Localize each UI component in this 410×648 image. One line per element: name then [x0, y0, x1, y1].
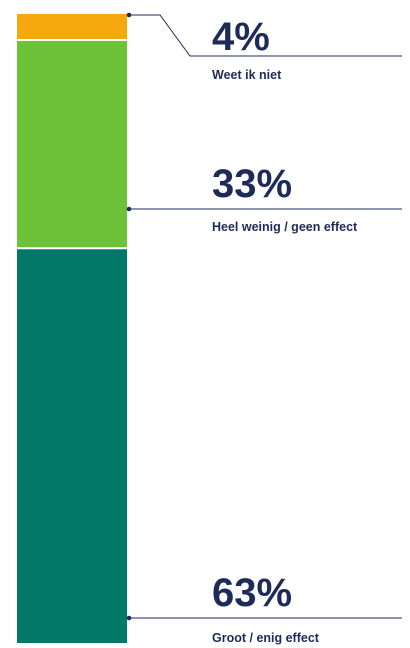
data-label-1: 4% — [212, 15, 270, 59]
leader-line-1 — [129, 14, 402, 57]
leader-dot-1 — [126, 12, 132, 18]
bar-segment-2 — [17, 41, 127, 248]
category-label-1: Weet ik niet — [212, 68, 282, 82]
data-label-3: 63% — [212, 571, 292, 615]
category-label-3: Groot / enig effect — [212, 631, 320, 645]
leader-dot-2 — [126, 206, 132, 212]
data-label-2: 33% — [212, 162, 292, 206]
bar-segment-1 — [17, 14, 127, 39]
category-label-2: Heel weinig / geen effect — [212, 220, 358, 234]
bar-segment-3 — [17, 249, 127, 643]
leader-dot-3 — [126, 615, 132, 621]
